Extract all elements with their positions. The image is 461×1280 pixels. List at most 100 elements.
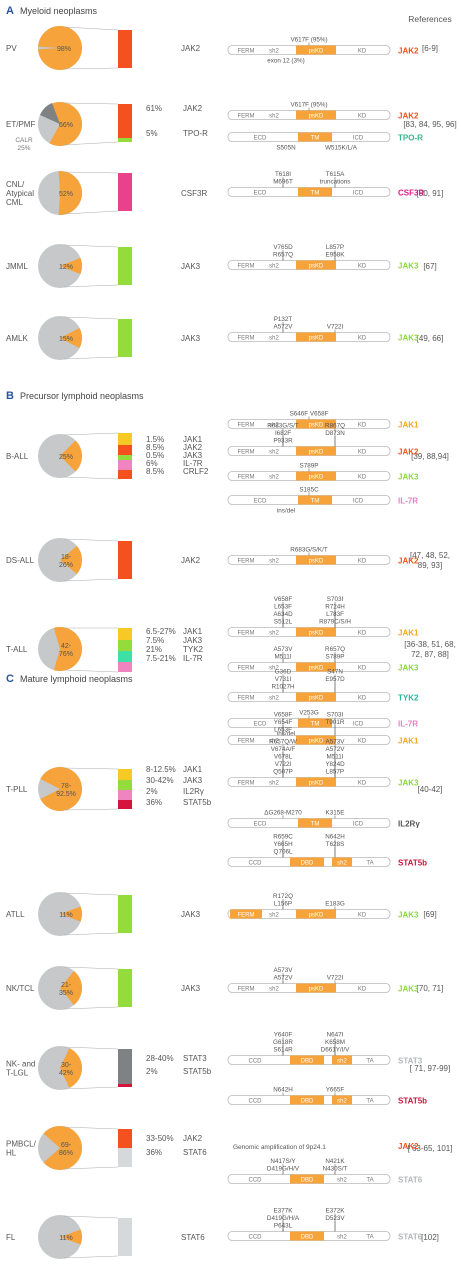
mutation-label: V722I: [275, 761, 292, 768]
gene-name: JAK3: [183, 776, 203, 785]
section-letter: C: [6, 673, 14, 685]
gene-name: JAK2: [183, 1134, 203, 1143]
protein-tyk2: FERM sh2 psKD KD G36D S47N V731I E957D R1027H TYK…: [227, 669, 419, 703]
protein-stat5b: CCD DBD sh2 TA R659C N642H Y665H T628S Q706L STAT…: [227, 834, 427, 868]
connector-line: [63, 892, 119, 896]
gene-label: STAT5b: [398, 859, 427, 868]
protein-jak2: FERM sh2 psKD KD R683G/S/T R867Q I682F D873N P93…: [227, 423, 419, 457]
frequency-label: 30-: [61, 1062, 72, 1069]
domain-pskd: [296, 446, 336, 456]
frequency-label: 76%: [59, 651, 73, 658]
domain-label: psKD: [309, 114, 324, 120]
bar-segment: [118, 1218, 132, 1256]
gene-percentage: 8.5%: [146, 467, 164, 476]
gene-percentage: 21%: [146, 645, 162, 654]
pie-slice: [40, 767, 82, 811]
mutation-label: Y654F: [274, 719, 293, 726]
mutation-label: E183G: [325, 901, 345, 908]
frequency-label: 12%: [59, 264, 73, 271]
reference-label: [67]: [423, 262, 436, 271]
disease-label: PV: [6, 44, 17, 53]
gene-percentage: 7.5-21%: [146, 654, 176, 663]
protein-il7r: ECD TM ICD V253G ins/del IL-7R: [227, 710, 418, 738]
mutation-label: R683G/S/T: [267, 423, 299, 430]
connector-line: [63, 669, 119, 673]
gene-name: IL2Rγ: [183, 787, 204, 796]
domain-label: psKD: [309, 475, 324, 481]
mutation-label: K658M: [325, 1039, 345, 1046]
domain-label: psKD: [309, 559, 324, 565]
connector-line: [63, 316, 119, 320]
mutation-label: E372K: [326, 1208, 346, 1215]
gene-name: JAK2: [181, 44, 201, 53]
domain-label: sh2: [269, 987, 279, 993]
mutation-label: V658F: [274, 596, 293, 603]
mutation-label: N417S/Y: [270, 1158, 296, 1165]
domain-label: sh2: [269, 781, 279, 787]
domain-label: psKD: [309, 264, 324, 270]
domain-label: KD: [358, 264, 367, 270]
gene-label: IL-7R: [398, 720, 418, 729]
domain-label: KD: [358, 475, 367, 481]
domain-label: ECD: [254, 722, 267, 728]
domain-label: ICD: [353, 191, 364, 197]
domain-label: psKD: [309, 450, 324, 456]
section-letter: B: [6, 390, 14, 402]
domain-label: FERM: [238, 114, 255, 120]
mutation-label: D523V: [325, 1215, 345, 1222]
pie-slice-calr: [40, 103, 60, 124]
reference-label: [83, 84, 95, 96]: [403, 120, 456, 129]
reference-label: 72, 87, 88]: [411, 650, 449, 659]
below-label: W515K/L/A: [325, 145, 358, 152]
bar-segment: [118, 541, 132, 579]
mutation-label: ΔG268-M270: [264, 810, 302, 817]
domain-label: TA: [366, 1099, 373, 1105]
domain-pskd: [296, 692, 336, 702]
pie-slice: [60, 257, 83, 275]
connector-line: [63, 808, 119, 811]
gene-name: JAK2: [181, 556, 201, 565]
gene-name: JAK3: [183, 451, 203, 460]
gene-label: IL2Rγ: [398, 820, 420, 829]
domain-sh2: [332, 1095, 352, 1105]
pie-slice: [60, 440, 82, 472]
reference-label: [90, 91]: [417, 189, 444, 198]
reference-label: [39, 88,94]: [411, 452, 449, 461]
frequency-label: 18-: [61, 554, 72, 561]
domain-label: sh2: [269, 114, 279, 120]
domain-label: sh2: [269, 913, 279, 919]
domain-label: sh2: [269, 450, 279, 456]
domain-label: DBD: [301, 1235, 314, 1241]
reference-label: [49, 66]: [417, 334, 444, 343]
connector-line: [63, 932, 119, 936]
mutation-label: V722I: [327, 975, 344, 982]
gene-percentage: 36%: [146, 798, 162, 807]
connector-line: [63, 284, 119, 288]
mutation-label: E377K: [274, 1208, 294, 1215]
mutation-label: V253G: [299, 710, 319, 717]
bar-segment: [118, 247, 132, 285]
mutation-label: T628S: [326, 841, 345, 848]
bar-segment: [118, 460, 132, 470]
protein-stat3: CCD DBD sh2 TA Y640F N647I G618R K658M S614R D661…: [227, 1032, 423, 1066]
mutation-label: Y665F: [326, 1087, 345, 1094]
domain-label: CCD: [249, 1059, 263, 1065]
domain-pskd: [296, 419, 336, 429]
bar-segment: [118, 662, 132, 672]
mutation-label: L857P: [326, 769, 344, 776]
gene-name: STAT6: [181, 1233, 205, 1242]
pie-slice: [43, 1126, 82, 1170]
domain-label: FERM: [238, 631, 255, 637]
pie-slice: [60, 545, 82, 575]
below-label: ins/del: [277, 731, 295, 738]
domain-label: sh2: [269, 49, 279, 55]
domain-label: CCD: [249, 1235, 263, 1241]
mutation-label: D419G/H/V: [267, 1166, 300, 1173]
protein-jak2: Genomic amplification of 9p24.1 JAK2: [233, 1142, 419, 1151]
reference-label: [102]: [421, 1233, 439, 1242]
domain-label: TM: [311, 822, 320, 828]
domain-label: TM: [311, 136, 320, 142]
mutation-label: V674A/F: [271, 746, 296, 753]
domain-label: DBD: [301, 1059, 314, 1065]
disease-label: T-LGL: [6, 1069, 29, 1078]
